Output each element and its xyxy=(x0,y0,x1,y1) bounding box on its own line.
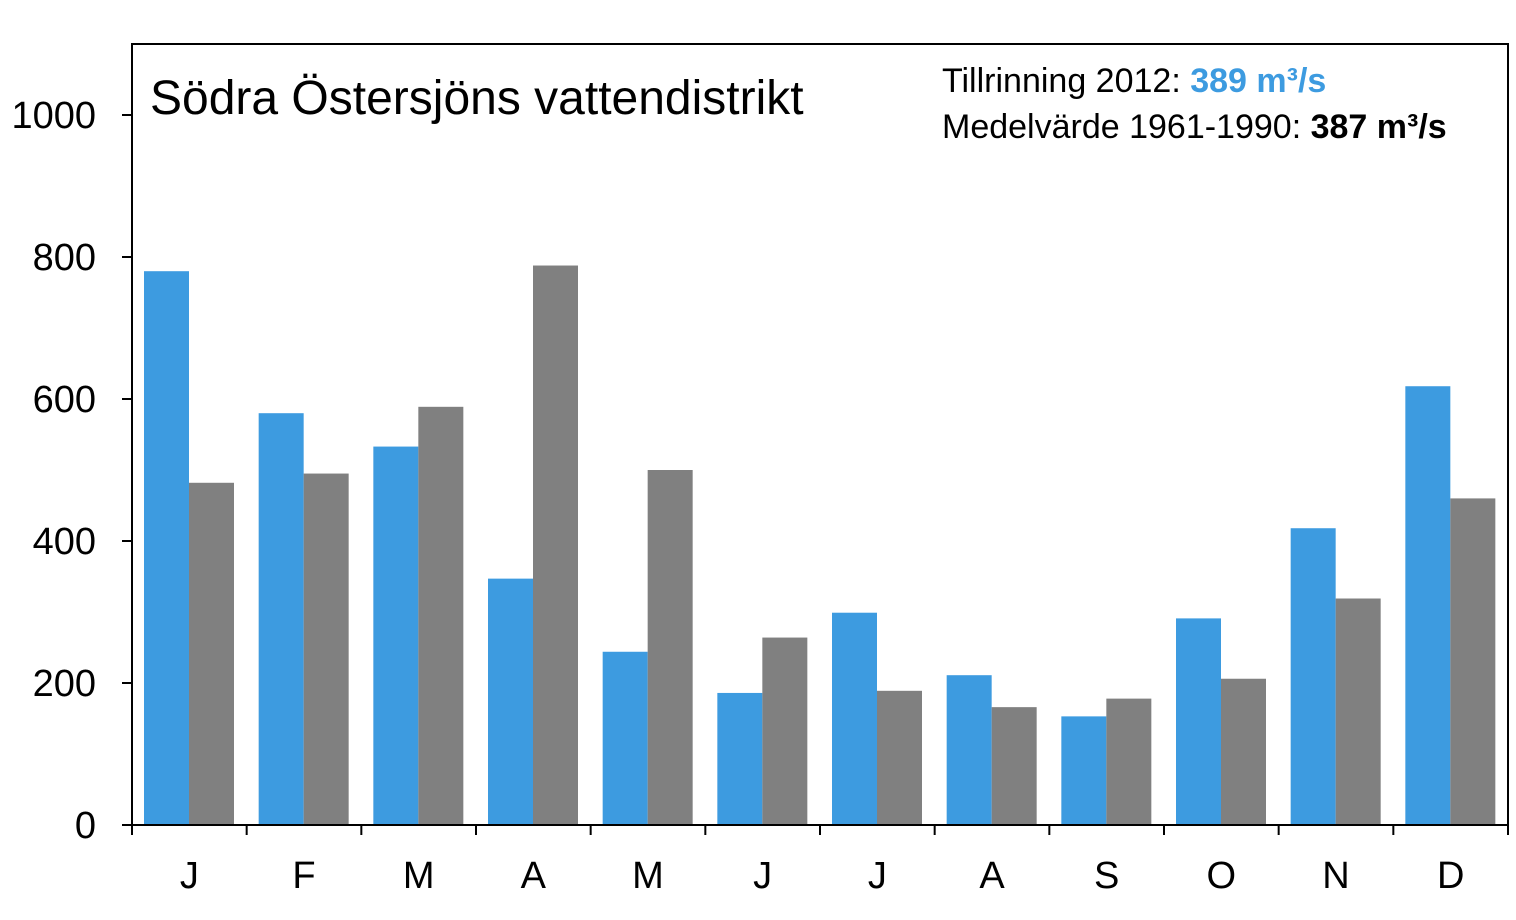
x-tick-label: A xyxy=(521,855,547,897)
info-line-1: Tillrinning 2012: 389 m³/s xyxy=(942,62,1326,100)
bar-series-1-1 xyxy=(144,271,189,825)
bar-series-2-5 xyxy=(647,470,693,825)
info-line-2: Medelvärde 1961-1990: 387 m³/s xyxy=(942,108,1447,146)
bar-series-2-3 xyxy=(418,406,464,825)
bar-series-1-7 xyxy=(832,612,877,825)
bar-series-2-1 xyxy=(189,482,234,825)
y-tick-label: 200 xyxy=(33,663,96,705)
bar-series-1-5 xyxy=(602,651,648,825)
x-tick-label: M xyxy=(632,855,664,897)
bar-series-2-10 xyxy=(1221,678,1266,825)
x-tick-label: J xyxy=(180,855,199,897)
bar-series-1-8 xyxy=(946,675,992,825)
bar-series-2-8 xyxy=(991,707,1037,825)
y-tick-label: 0 xyxy=(75,805,96,847)
x-tick-label: F xyxy=(292,855,315,897)
y-axis: 0 200 400 600 800 1000 xyxy=(11,95,132,847)
bar-series-1-12 xyxy=(1405,386,1451,825)
x-tick-label: N xyxy=(1322,855,1349,897)
bar-series-2-11 xyxy=(1335,598,1381,825)
bar-series-2-2 xyxy=(303,473,349,825)
y-tick-label: 1000 xyxy=(11,95,96,137)
info-line-2-value: 387 m³/s xyxy=(1311,108,1447,146)
bar-series-1-2 xyxy=(258,413,304,825)
bar-series-1-10 xyxy=(1176,618,1221,825)
bar-series-1-11 xyxy=(1290,528,1336,825)
bar-series-1-3 xyxy=(373,446,419,825)
y-tick-label: 800 xyxy=(33,237,96,279)
info-line-1-label: Tillrinning 2012: xyxy=(942,62,1190,100)
x-tick-label: J xyxy=(753,855,772,897)
info-line-1-value: 389 m³/s xyxy=(1190,62,1326,100)
info-line-2-label: Medelvärde 1961-1990: xyxy=(942,108,1311,146)
y-tick-label: 400 xyxy=(33,521,96,563)
bar-series-2-7 xyxy=(877,690,922,825)
x-tick-label: M xyxy=(403,855,435,897)
bar-series-1-4 xyxy=(488,578,533,825)
bar-series-2-4 xyxy=(533,265,578,825)
bar-series-2-6 xyxy=(762,637,808,825)
y-tick-label: 600 xyxy=(33,379,96,421)
chart-title: Södra Östersjöns vattendistrikt xyxy=(150,72,804,125)
x-tick-label: S xyxy=(1094,855,1119,897)
x-tick-label: O xyxy=(1207,855,1237,897)
x-tick-label: D xyxy=(1437,855,1464,897)
bar-series-1-6 xyxy=(717,692,763,825)
x-tick-label: A xyxy=(979,855,1005,897)
bar-series-2-9 xyxy=(1106,698,1152,825)
bar-series-1-9 xyxy=(1061,716,1107,825)
bars-group xyxy=(144,265,1496,825)
bar-series-2-12 xyxy=(1450,498,1496,825)
x-tick-label: J xyxy=(868,855,887,897)
